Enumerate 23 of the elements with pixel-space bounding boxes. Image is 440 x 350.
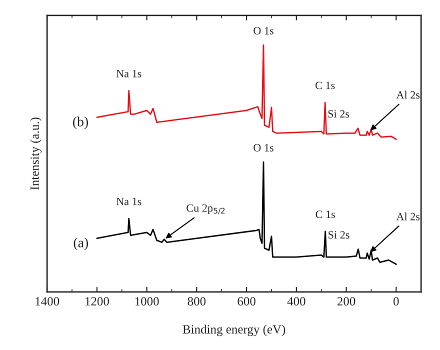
- annotation: (a): [74, 238, 88, 250]
- x-tick-label: 400: [287, 297, 306, 306]
- annotation: (b): [73, 116, 88, 130]
- annotation: Al 2s: [396, 90, 420, 99]
- annotation: Si 2s: [328, 110, 350, 118]
- annotation: Si 2s: [328, 231, 350, 239]
- y-axis-title: Intensity (a.u.): [30, 118, 42, 190]
- annotation: C 1s: [316, 210, 335, 218]
- annotation: Al 2s: [396, 212, 420, 220]
- annotation: C 1s: [316, 82, 335, 90]
- annotation: Cu 2p$_{5/2}$: [186, 204, 225, 214]
- x-tick-label: 800: [188, 297, 206, 306]
- x-tick-label: 600: [238, 297, 256, 306]
- x-tick-label: 200: [337, 297, 356, 306]
- x-tick-label: 1000: [135, 297, 159, 306]
- annotation: Na 1s: [116, 198, 142, 206]
- x-tick-label: 1400: [36, 297, 60, 306]
- annotation: Na 1s: [116, 70, 142, 78]
- annotation: O 1s: [254, 144, 274, 152]
- x-axis-title: Binding energy (eV): [182, 324, 286, 336]
- annotation: O 1s: [254, 26, 274, 34]
- x-tick-label: 0: [394, 297, 399, 306]
- x-tick-label: 1200: [86, 297, 109, 306]
